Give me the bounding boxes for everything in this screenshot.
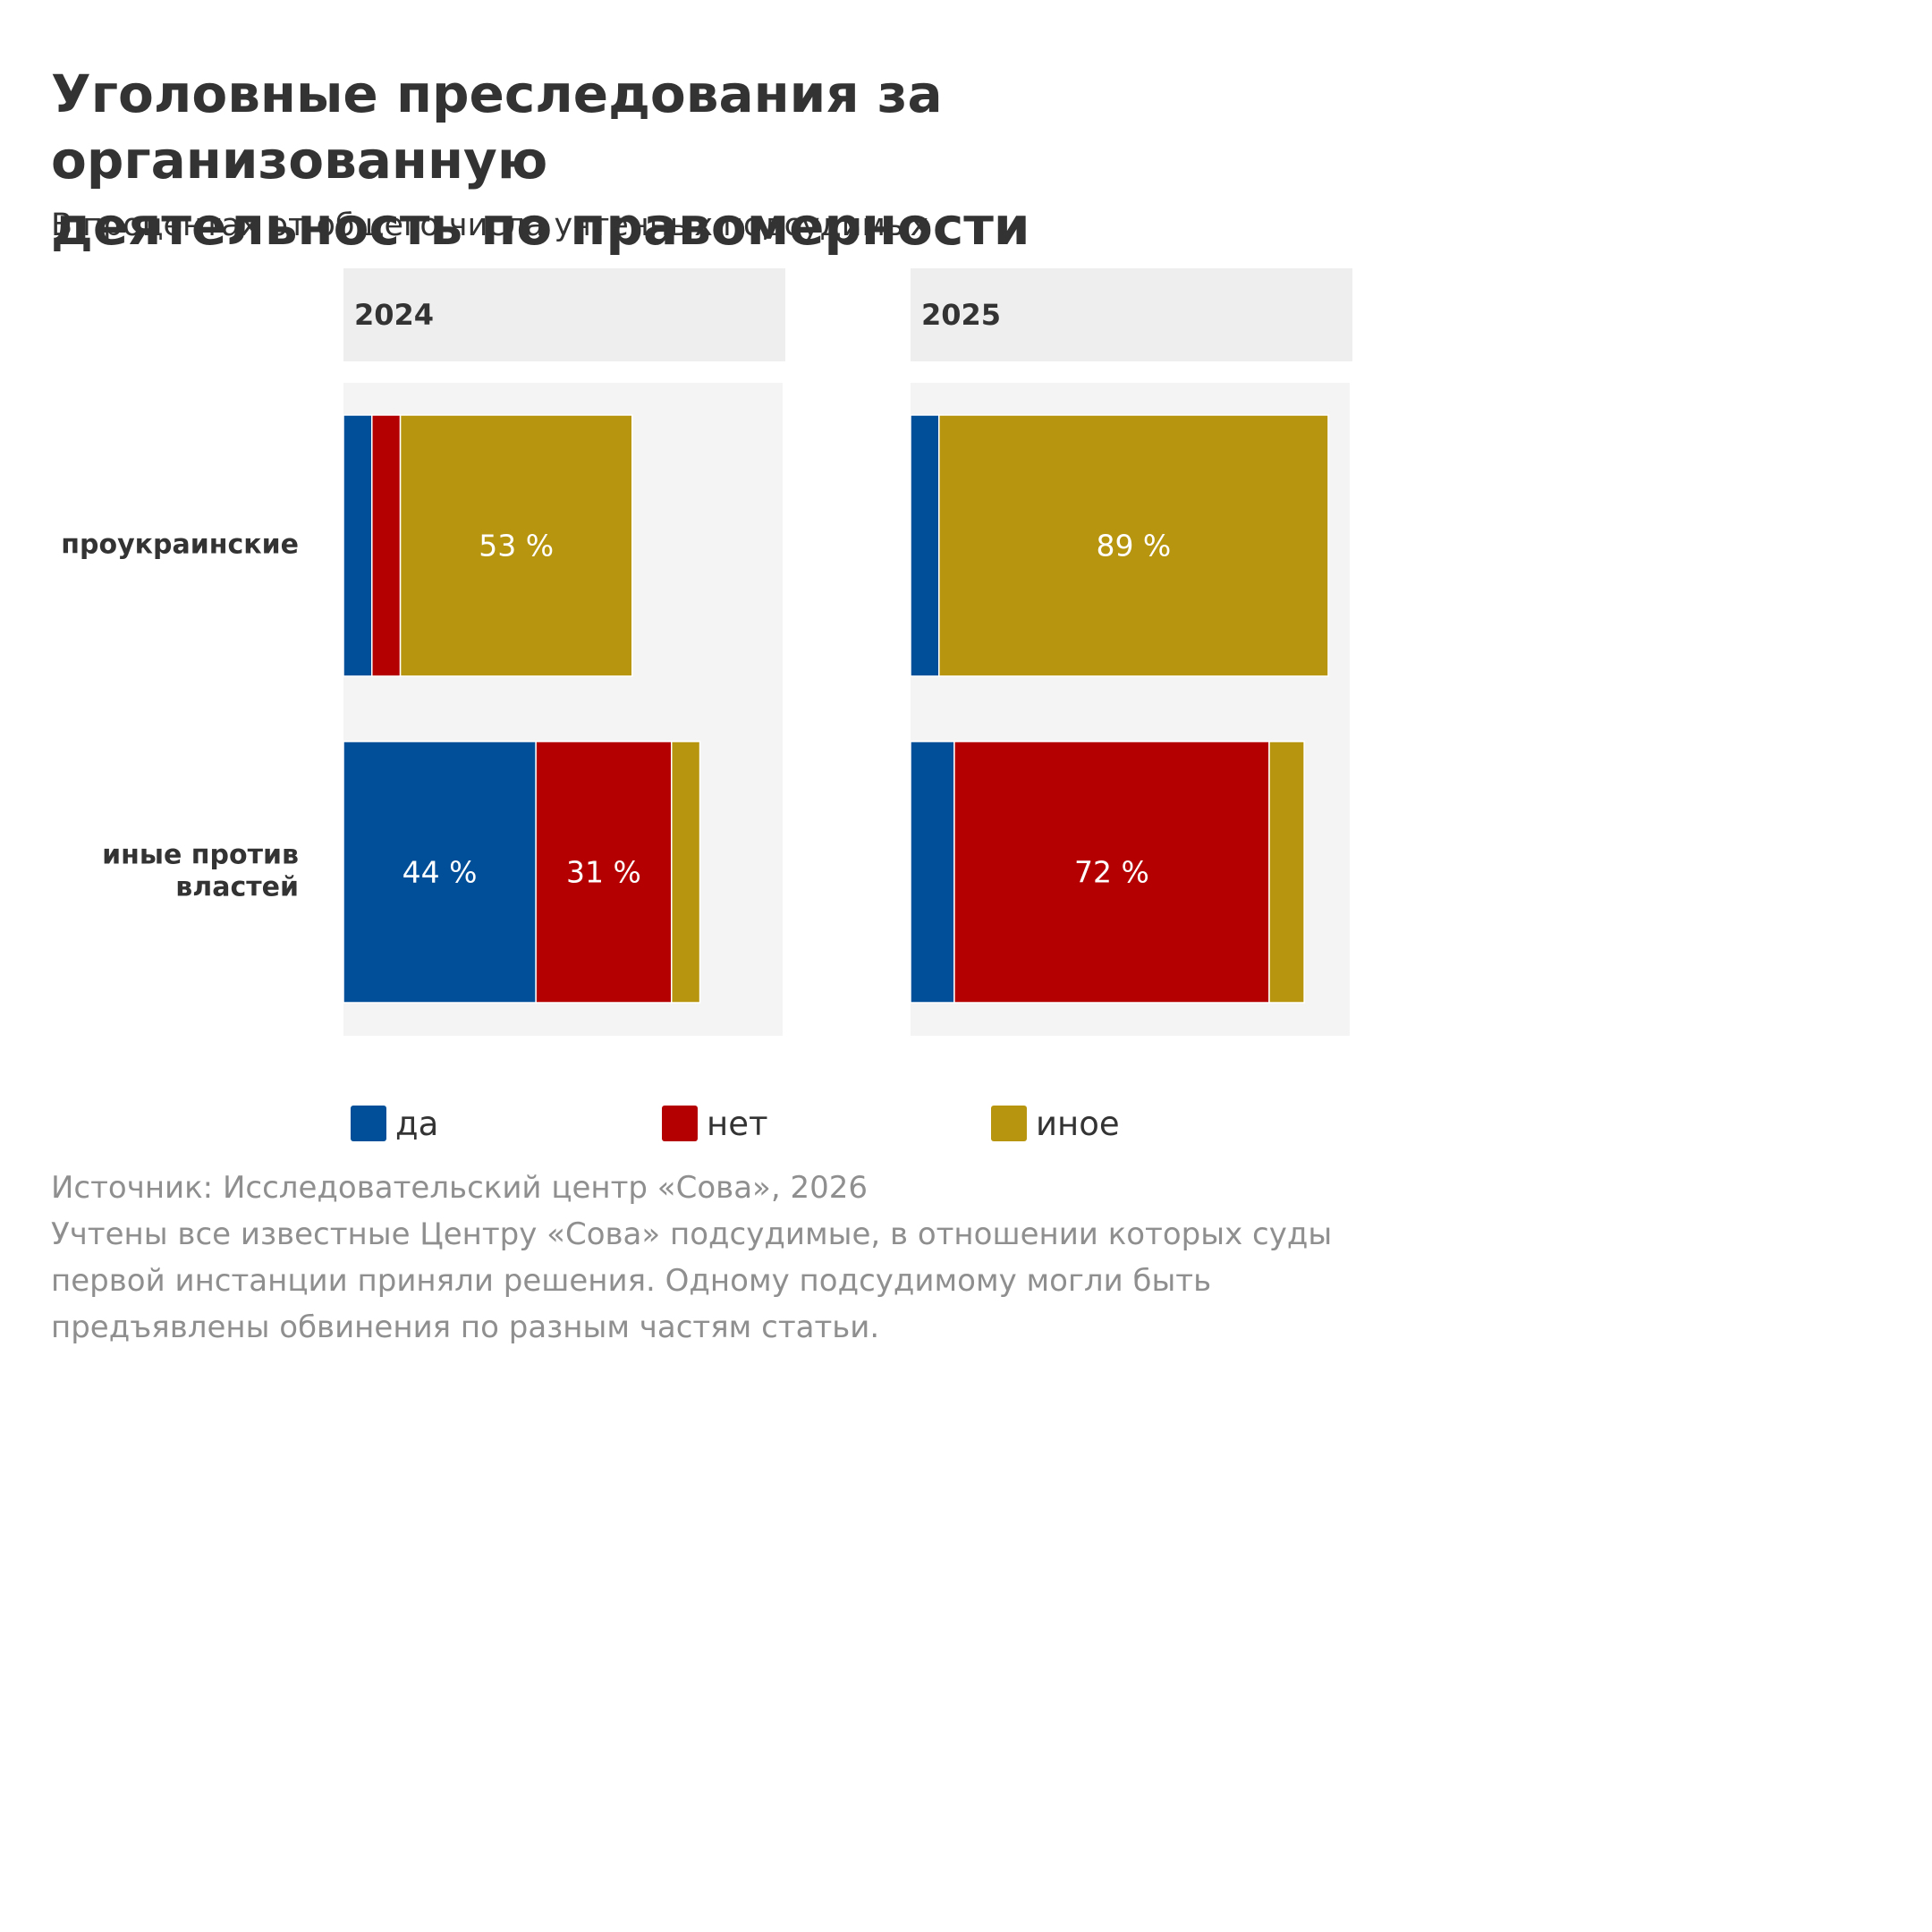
legend-item-net: нет [662, 1097, 768, 1150]
legend-item-inoe: иное [991, 1097, 1120, 1150]
legend-swatch-da [351, 1106, 386, 1141]
bar-segment [535, 741, 673, 1004]
bar-segment [938, 414, 1329, 677]
bar-segment [671, 741, 701, 1004]
data-label: 72 % [1074, 855, 1149, 890]
bar-segment [343, 414, 373, 677]
data-label: 31 % [566, 855, 641, 890]
legend: да нет иное [0, 1097, 1402, 1150]
legend-item-da: да [351, 1097, 438, 1150]
bar-segment [371, 414, 402, 677]
footnote-line-3: предъявлены обвинения по разным частям с… [51, 1309, 880, 1345]
bar-segment [1268, 741, 1305, 1004]
panel-header [911, 268, 1352, 361]
chart-title-line-1: Уголовные преследования за организованну… [51, 64, 943, 191]
chart-title-line-2: деятельность по правомерности [51, 196, 1030, 257]
legend-label-net: нет [707, 1104, 768, 1143]
bar-segment [399, 414, 633, 677]
data-label: 44 % [402, 855, 478, 890]
legend-label-inoe: иное [1036, 1104, 1120, 1143]
category-label: проукраинские [61, 530, 299, 561]
bar-segment [910, 741, 955, 1004]
category-label: властей [175, 872, 299, 903]
panel-header [343, 268, 785, 361]
footnote-line-1: Учтены все известные Центру «Сова» подсу… [51, 1216, 1333, 1252]
chart-title: Уголовные преследования за организованну… [51, 61, 1366, 259]
bar-segment [343, 741, 537, 1004]
panel-header-label: 2024 [354, 298, 434, 332]
footer: Источник: Исследовательский центр «Сова»… [51, 1165, 1357, 1351]
data-label: 53 % [479, 529, 554, 564]
bar-segment [953, 741, 1270, 1004]
bar-segment [910, 414, 940, 677]
legend-label-da: да [395, 1104, 439, 1143]
category-label: иные против [102, 840, 299, 871]
chart-subtitle: В процентах от общего числа учтенных под… [51, 208, 929, 243]
legend-swatch-inoe [991, 1106, 1027, 1141]
footnote-line-2: первой инстанции приняли решения. Одному… [51, 1263, 1212, 1299]
legend-swatch-net [662, 1106, 698, 1141]
source-note: Источник: Исследовательский центр «Сова»… [51, 1170, 868, 1206]
panel-header-label: 2025 [921, 298, 1001, 332]
data-label: 89 % [1096, 529, 1171, 564]
